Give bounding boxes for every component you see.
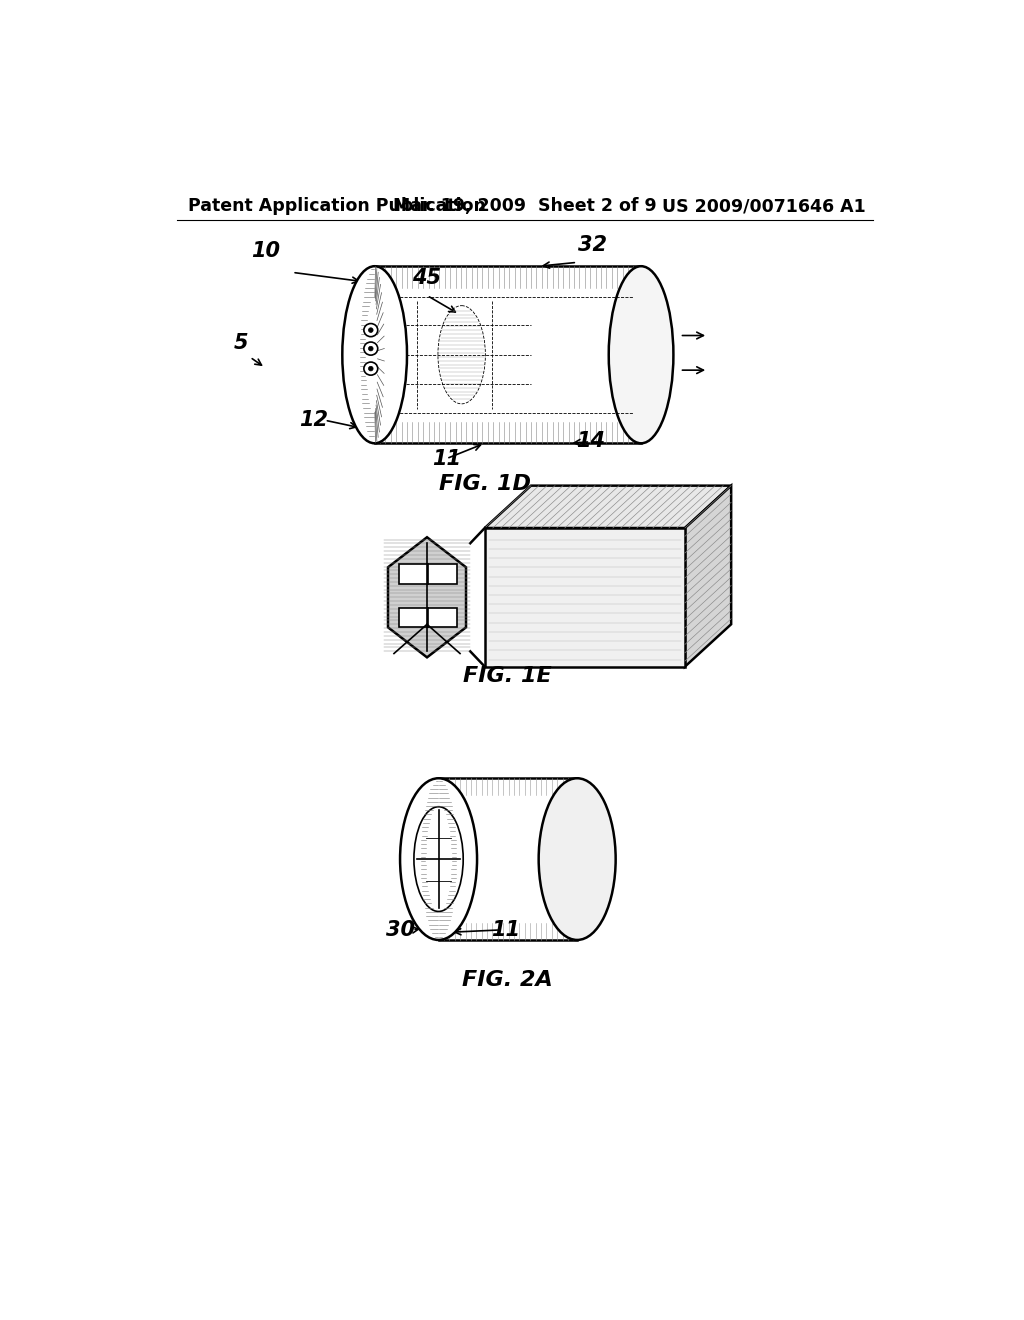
Text: 14: 14 <box>577 432 605 451</box>
Text: FIG. 1E: FIG. 1E <box>464 667 552 686</box>
Text: Patent Application Publication: Patent Application Publication <box>188 197 486 215</box>
Text: 45: 45 <box>413 268 441 288</box>
Text: FIG. 1D: FIG. 1D <box>438 474 530 494</box>
Ellipse shape <box>400 779 477 940</box>
Ellipse shape <box>364 323 378 337</box>
Ellipse shape <box>364 342 378 355</box>
Text: Mar. 19, 2009  Sheet 2 of 9: Mar. 19, 2009 Sheet 2 of 9 <box>393 197 656 215</box>
Bar <box>428 609 457 627</box>
Text: US 2009/0071646 A1: US 2009/0071646 A1 <box>663 197 866 215</box>
Ellipse shape <box>342 267 407 444</box>
Ellipse shape <box>369 346 373 351</box>
Text: FIG. 2A: FIG. 2A <box>463 970 553 990</box>
Polygon shape <box>388 537 466 657</box>
Text: 12: 12 <box>299 411 329 430</box>
Bar <box>398 564 428 583</box>
Ellipse shape <box>369 367 373 371</box>
Bar <box>398 609 428 627</box>
Ellipse shape <box>369 327 373 333</box>
Polygon shape <box>484 486 731 528</box>
Text: 10: 10 <box>251 242 280 261</box>
Polygon shape <box>685 486 731 667</box>
Text: 11: 11 <box>432 449 461 469</box>
Ellipse shape <box>608 267 674 444</box>
Text: 5: 5 <box>233 334 248 354</box>
Ellipse shape <box>364 362 378 375</box>
Ellipse shape <box>539 779 615 940</box>
Text: 30: 30 <box>386 920 415 940</box>
Bar <box>428 564 457 583</box>
Text: 11: 11 <box>492 920 520 940</box>
Text: 32: 32 <box>579 235 607 255</box>
Polygon shape <box>484 528 685 667</box>
Ellipse shape <box>414 807 463 911</box>
